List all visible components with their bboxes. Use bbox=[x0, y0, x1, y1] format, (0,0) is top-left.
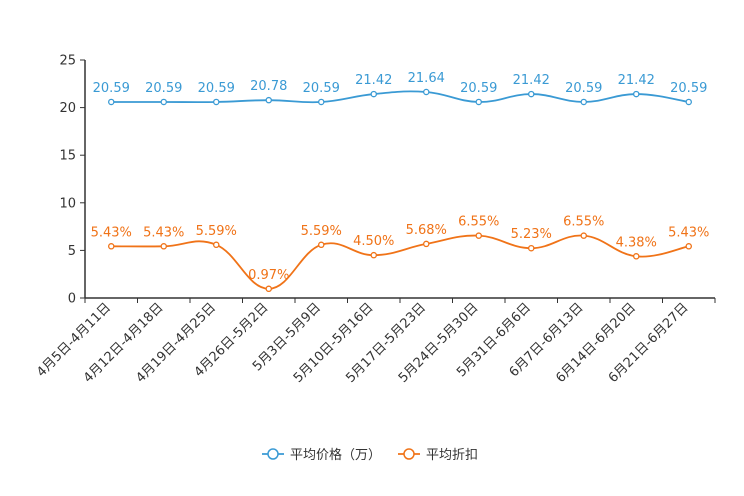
y-tick-label: 25 bbox=[59, 54, 76, 69]
data-label: 20.59 bbox=[670, 81, 707, 96]
series-line bbox=[111, 234, 689, 290]
data-label: 5.23% bbox=[511, 227, 552, 242]
legend-item-1[interactable]: 平均价格（万） bbox=[262, 447, 381, 463]
data-label: 5.68% bbox=[406, 223, 447, 238]
data-label: 5.43% bbox=[143, 225, 184, 240]
data-point[interactable] bbox=[265, 96, 272, 104]
series-line bbox=[111, 90, 689, 104]
data-label: 21.42 bbox=[618, 73, 655, 88]
legend-marker-icon bbox=[403, 448, 415, 460]
data-label: 21.42 bbox=[355, 73, 392, 88]
data-label: 5.59% bbox=[196, 224, 237, 239]
data-label: 20.59 bbox=[93, 81, 130, 96]
data-point[interactable] bbox=[212, 241, 220, 249]
chart-axes: 05101520254月5日-4月11日4月12日-4月18日4月19日-4月2… bbox=[34, 54, 716, 386]
series-1: 20.59 20.59 20.59 20.78 20.59 21.42 21.64 20.59… bbox=[93, 71, 707, 106]
data-point[interactable] bbox=[370, 90, 377, 98]
data-point[interactable] bbox=[422, 240, 430, 248]
y-tick-label: 20 bbox=[59, 101, 76, 116]
data-label: 20.59 bbox=[198, 81, 235, 96]
data-point[interactable] bbox=[580, 232, 588, 239]
chart-series: 20.59 20.59 20.59 20.78 20.59 21.42 21.64 20.59… bbox=[91, 71, 709, 293]
data-label: 21.64 bbox=[408, 71, 445, 86]
y-tick-label: 5 bbox=[68, 244, 76, 259]
chart-legend[interactable]: 平均价格（万） 平均折扣 bbox=[262, 447, 478, 463]
series-2: 5.43% 5.43% 5.59% 0.97% 5.59% 4.50% 5.68% 6.55%… bbox=[91, 215, 709, 293]
legend-label: 平均价格（万） bbox=[290, 447, 381, 463]
data-label: 20.78 bbox=[250, 79, 287, 94]
data-label: 5.43% bbox=[668, 225, 709, 240]
data-point[interactable] bbox=[422, 88, 430, 96]
data-label: 6.55% bbox=[458, 215, 499, 230]
y-tick-label: 10 bbox=[59, 196, 76, 211]
data-point[interactable] bbox=[317, 98, 325, 106]
y-tick-label: 15 bbox=[59, 149, 76, 164]
data-point[interactable] bbox=[633, 90, 640, 98]
data-label: 4.50% bbox=[353, 234, 394, 249]
data-label: 5.43% bbox=[91, 225, 132, 240]
legend-item-2[interactable]: 平均折扣 bbox=[398, 448, 478, 463]
y-tick-label: 0 bbox=[68, 292, 76, 307]
data-label: 20.59 bbox=[565, 81, 602, 96]
data-point[interactable] bbox=[475, 98, 482, 106]
data-point[interactable] bbox=[160, 243, 167, 250]
data-point[interactable] bbox=[108, 243, 115, 250]
data-point[interactable] bbox=[685, 98, 693, 106]
data-point[interactable] bbox=[475, 232, 482, 239]
data-point[interactable] bbox=[633, 253, 640, 260]
legend-label: 平均折扣 bbox=[426, 448, 478, 463]
data-label: 6.55% bbox=[563, 215, 604, 230]
data-label: 20.59 bbox=[460, 81, 497, 96]
data-point[interactable] bbox=[212, 98, 220, 106]
data-point[interactable] bbox=[108, 98, 115, 106]
data-label: 20.59 bbox=[145, 81, 182, 96]
data-point[interactable] bbox=[685, 243, 693, 250]
data-point[interactable] bbox=[528, 90, 535, 98]
data-label: 20.59 bbox=[303, 81, 340, 96]
data-point[interactable] bbox=[160, 98, 167, 106]
data-label: 0.97% bbox=[248, 268, 289, 283]
data-point[interactable] bbox=[370, 251, 377, 259]
data-point[interactable] bbox=[317, 241, 325, 249]
data-label: 21.42 bbox=[513, 73, 550, 88]
data-point[interactable] bbox=[580, 98, 588, 106]
data-point[interactable] bbox=[528, 244, 535, 252]
data-label: 4.38% bbox=[616, 235, 657, 250]
legend-marker-icon bbox=[267, 448, 279, 460]
data-point[interactable] bbox=[265, 285, 272, 293]
data-label: 5.59% bbox=[301, 224, 342, 239]
